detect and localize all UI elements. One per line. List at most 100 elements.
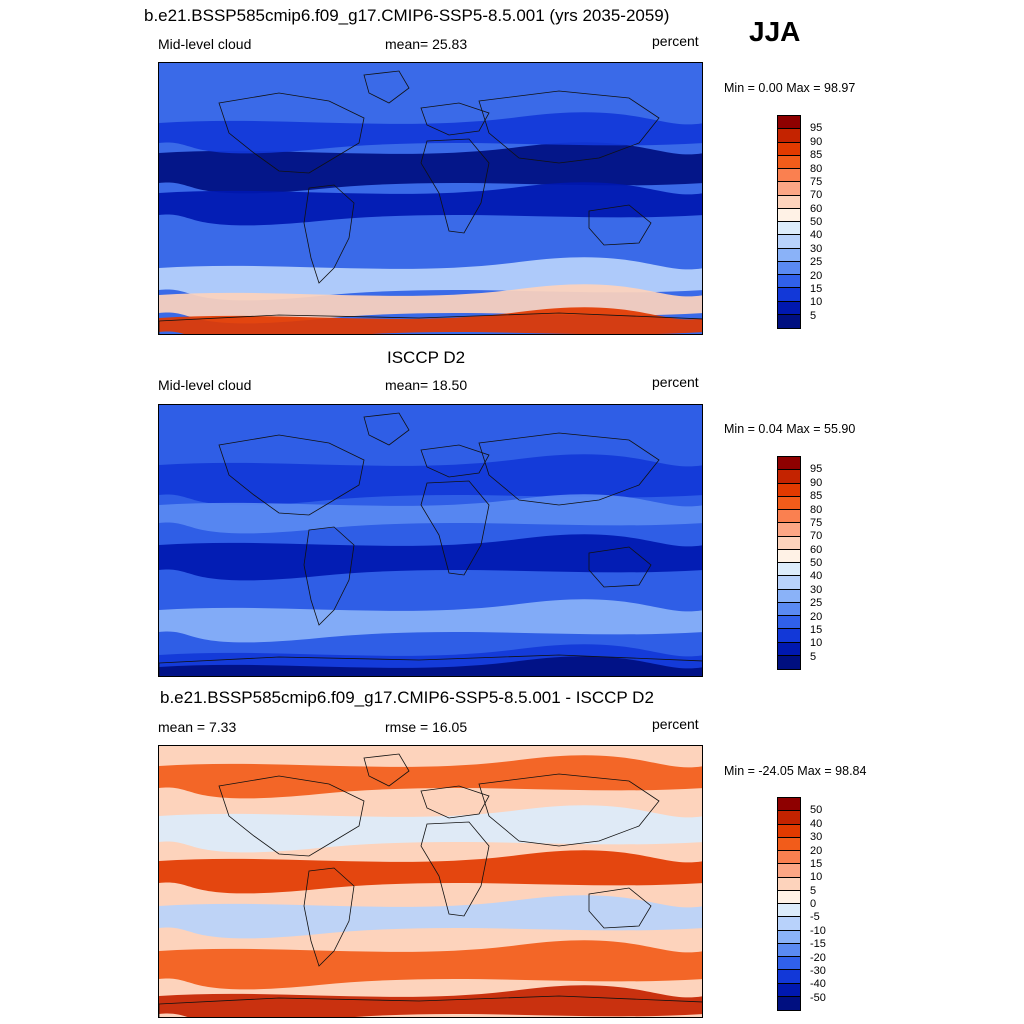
colorbar-tick-label: 80	[810, 162, 823, 175]
panel-3-colorbar-labels: 50 40 30 20 15 10 5 0 -5 -10 -15 -20 -30 -40 -50	[810, 797, 850, 1011]
map-field	[159, 746, 702, 1017]
colorbar-tick-label: 10	[810, 871, 823, 884]
colorbar-tick-label: 5	[810, 309, 817, 322]
colorbar-swatch	[778, 235, 800, 249]
colorbar-swatch	[778, 275, 800, 289]
panel-3-colorbar	[777, 797, 801, 1011]
panel-2-map	[158, 404, 703, 677]
panel-3-title: b.e21.BSSP585cmip6.f09_g17.CMIP6-SSP5-8.…	[160, 688, 654, 707]
colorbar-swatch	[778, 155, 800, 169]
colorbar-tick-label: -15	[810, 938, 826, 951]
colorbar-tick-label: -30	[810, 964, 826, 977]
colorbar-swatch	[778, 983, 800, 997]
colorbar-swatch	[778, 877, 800, 891]
panel-1-minmax: Min = 0.00 Max = 98.97	[724, 81, 856, 95]
colorbar-swatch	[778, 904, 800, 918]
colorbar-tick-label: 20	[810, 844, 823, 857]
colorbar-tick-label: 25	[810, 256, 823, 269]
colorbar-tick-label: 50	[810, 804, 823, 817]
colorbar-swatch	[778, 222, 800, 236]
panel-2-colorbar	[777, 456, 801, 670]
panel-1-units-label: percent	[652, 33, 699, 49]
panel-1-map	[158, 62, 703, 335]
colorbar-swatch	[778, 811, 800, 825]
panel-1-colorbar	[777, 115, 801, 329]
panel-3-map	[158, 745, 703, 1018]
colorbar-swatch	[778, 943, 800, 957]
colorbar-swatch	[778, 851, 800, 865]
colorbar-swatch	[778, 563, 800, 577]
colorbar-swatch	[778, 576, 800, 590]
colorbar-swatch	[778, 970, 800, 984]
panel-2-colorbar-labels: 95 90 85 80 75 70 60 50 40 30 25 20 15 10 5	[810, 456, 850, 670]
colorbar-tick-label: 50	[810, 557, 823, 569]
colorbar-swatch	[778, 642, 800, 656]
colorbar-swatch	[778, 996, 800, 1010]
colorbar-tick-label: -20	[810, 951, 826, 964]
colorbar-swatch	[778, 917, 800, 931]
colorbar-swatch	[778, 589, 800, 603]
colorbar-swatch	[778, 470, 800, 484]
colorbar-tick-label: 75	[810, 516, 823, 529]
colorbar-tick-label: 30	[810, 831, 823, 844]
colorbar-tick-label: 30	[810, 242, 823, 255]
colorbar-swatch	[778, 523, 800, 537]
colorbar-swatch	[778, 261, 800, 275]
colorbar-tick-label: 90	[810, 135, 823, 148]
colorbar-tick-label: 85	[810, 490, 823, 503]
colorbar-tick-label: 40	[810, 570, 823, 583]
colorbar-tick-label: 15	[810, 282, 823, 295]
colorbar-tick-label: -10	[810, 924, 826, 937]
panel-2-units-label: percent	[652, 374, 699, 390]
colorbar-swatch	[778, 142, 800, 156]
panel-3-units-label: percent	[652, 716, 699, 732]
colorbar-tick-label: 5	[810, 650, 817, 663]
map-field	[159, 405, 702, 676]
panel-3-minmax: Min = -24.05 Max = 98.84	[724, 764, 867, 778]
panel-2-minmax: Min = 0.04 Max = 55.90	[724, 422, 856, 436]
colorbar-swatch	[778, 248, 800, 262]
panel-1-variable-label: Mid-level cloud	[158, 36, 252, 52]
colorbar-tick-label: 70	[810, 189, 823, 202]
panel-1-mean-label: mean= 25.83	[385, 36, 468, 52]
colorbar-tick-label: 80	[810, 503, 823, 516]
colorbar-swatch	[778, 824, 800, 838]
panel-3-mean-label: mean = 7.33	[158, 719, 237, 735]
colorbar-swatch	[778, 301, 800, 315]
colorbar-tick-label: 50	[810, 216, 823, 228]
season-label: JJA	[749, 16, 801, 47]
colorbar-swatch	[778, 195, 800, 209]
colorbar-tick-label: 95	[810, 463, 823, 476]
colorbar-tick-label: 95	[810, 122, 823, 135]
colorbar-swatch	[778, 314, 800, 328]
colorbar-swatch	[778, 536, 800, 550]
colorbar-tick-label: 20	[810, 610, 823, 623]
colorbar-tick-label: -50	[810, 991, 826, 1004]
colorbar-tick-label: 90	[810, 476, 823, 489]
colorbar-tick-label: -40	[810, 978, 826, 991]
colorbar-swatch	[778, 655, 800, 669]
colorbar-tick-label: 25	[810, 597, 823, 610]
colorbar-tick-label: 75	[810, 175, 823, 188]
panel-1-colorbar-labels: 95 90 85 80 75 70 60 50 40 30 25 20 15 10 5	[810, 115, 850, 329]
colorbar-swatch	[778, 602, 800, 616]
colorbar-tick-label: -5	[810, 911, 820, 924]
colorbar-swatch	[778, 116, 800, 130]
map-field	[159, 63, 702, 334]
colorbar-swatch	[778, 288, 800, 302]
colorbar-swatch	[778, 129, 800, 143]
colorbar-tick-label: 60	[810, 202, 823, 215]
colorbar-swatch	[778, 837, 800, 851]
colorbar-tick-label: 30	[810, 583, 823, 596]
colorbar-swatch	[778, 457, 800, 471]
colorbar-tick-label: 10	[810, 296, 823, 309]
colorbar-swatch	[778, 208, 800, 222]
colorbar-tick-label: 40	[810, 229, 823, 242]
colorbar-swatch	[778, 930, 800, 944]
colorbar-tick-label: 15	[810, 623, 823, 636]
colorbar-tick-label: 5	[810, 884, 817, 897]
colorbar-tick-label: 85	[810, 149, 823, 162]
colorbar-tick-label: 0	[810, 898, 817, 910]
panel-3-rmse-label: rmse = 16.05	[385, 719, 468, 735]
colorbar-tick-label: 10	[810, 637, 823, 650]
